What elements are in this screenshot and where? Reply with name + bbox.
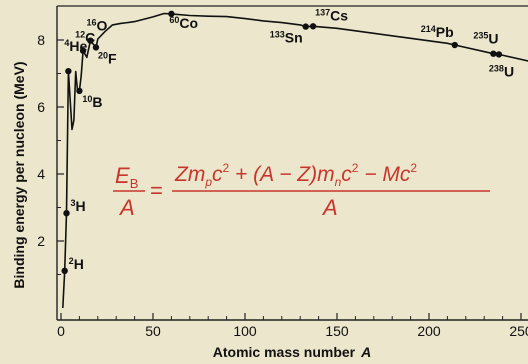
ticks: 0 50 100 150 200 250 2 4 6 8 [37, 32, 528, 339]
nuclide-label-cs: 137Cs [315, 7, 348, 23]
x-tick-label: 200 [417, 323, 441, 339]
formula-rhs-denominator: A [321, 195, 338, 220]
nuclide-label-b: 10B [82, 94, 102, 110]
nuclide-point-cs [309, 23, 317, 30]
nuclide-point-b [76, 87, 83, 95]
nuclide-label-pb: 214Pb [421, 24, 454, 40]
nuclide-label-u: 238U [489, 63, 514, 79]
formula-lhs-denominator: A [118, 195, 135, 220]
nuclide-label-u: 235U [473, 31, 498, 47]
x-axis-title: Atomic mass number A [213, 344, 372, 360]
nuclide-point-u [495, 51, 503, 58]
x-tick-label: 100 [233, 323, 257, 339]
y-tick-label: 8 [37, 32, 45, 48]
y-tick-label: 2 [37, 233, 45, 249]
nuclide-point-pb [451, 41, 458, 49]
nuclide-point-co [168, 10, 175, 18]
points-group: 2H3H4He10B12C16O20F60Co133Sn137Cs214Pb23… [61, 7, 514, 275]
binding-energy-curve [62, 12, 528, 309]
nuclide-point-c [79, 47, 87, 54]
nuclide-point-f [92, 44, 100, 51]
x-tick-label: 0 [57, 323, 65, 339]
formula-equals: = [150, 178, 163, 203]
nuclide-label-co: 60Co [169, 15, 198, 31]
curve-group [62, 12, 528, 309]
nuclide-label-f: 20F [98, 50, 117, 66]
x-tick-label: 50 [145, 323, 161, 339]
formula-lhs-numerator: EB [115, 163, 138, 191]
x-axis-title-text: Atomic mass number [213, 344, 356, 360]
nuclide-point-he [65, 67, 72, 75]
nuclide-label-h: 3H [71, 198, 86, 214]
axes [56, 5, 528, 321]
x-tick-label: 150 [325, 323, 349, 339]
nuclide-point-o [87, 37, 94, 44]
nuclide-point-u [490, 50, 497, 57]
y-axis-title: Binding energy per nucleon (MeV) [11, 61, 27, 288]
nuclide-point-h [63, 209, 70, 217]
y-tick-label: 4 [37, 166, 45, 182]
x-axis-title-variable: A [360, 344, 371, 360]
binding-energy-formula: EB A = Zmpc2 + (A − Z)mnc2 − Mc2 A [113, 161, 490, 220]
y-tick-label: 6 [37, 99, 45, 115]
nuclide-label-h: 2H [69, 256, 84, 272]
nuclide-point-h [61, 267, 68, 275]
nuclide-label-sn: 133Sn [270, 30, 303, 46]
nuclide-label-o: 16O [86, 18, 107, 34]
x-tick-label: 250 [509, 323, 528, 339]
nuclide-point-sn [302, 23, 309, 30]
formula-rhs-numerator: Zmpc2 + (A − Z)mnc2 − Mc2 [174, 161, 417, 189]
